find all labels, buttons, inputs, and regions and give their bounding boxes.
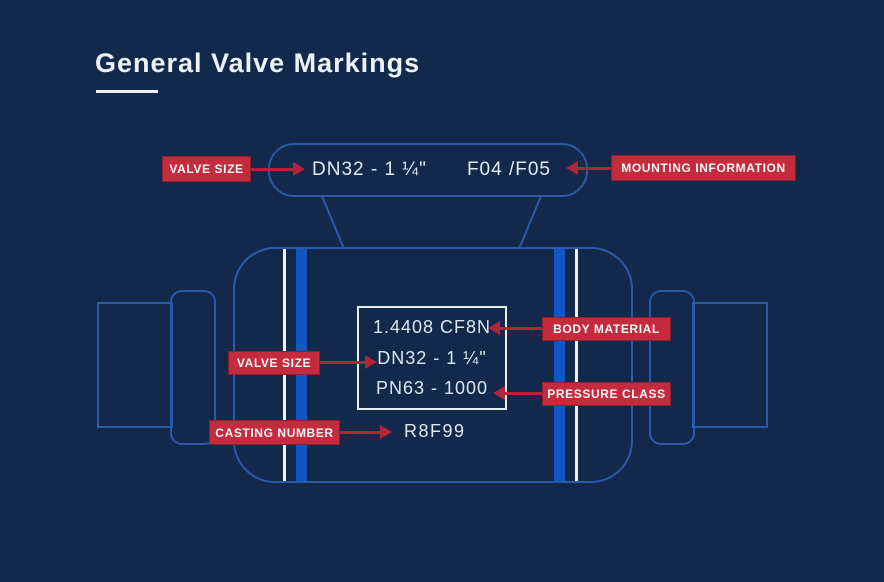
arrow-line-valve-size-mid	[320, 361, 365, 364]
callout-mounting-information: MOUNTING INFORMATION	[611, 155, 796, 181]
arrow-head-mounting-information	[566, 161, 578, 175]
right-blue-seat-stripe	[554, 249, 565, 481]
body-markings-box: 1.4408 CF8N DN32 - 1 ¼" PN63 - 1000	[357, 306, 507, 410]
page-title: General Valve Markings	[95, 48, 421, 78]
body-material-value: 1.4408 CF8N	[372, 317, 492, 338]
callout-body-material: BODY MATERIAL	[542, 317, 671, 341]
arrow-head-body-material	[488, 321, 500, 335]
title-underline	[96, 90, 158, 93]
left-flange-outline	[170, 290, 216, 445]
arrow-line-mounting-information	[578, 167, 611, 170]
arrow-head-pressure-class	[493, 386, 505, 400]
arrow-head-valve-size-top	[293, 162, 305, 176]
valve-size-value: DN32 - 1 ¼"	[377, 347, 487, 368]
tag-mounting-value: F04 /F05	[466, 159, 551, 180]
callout-valve-size-mid: VALVE SIZE	[228, 351, 320, 375]
callout-casting-number: CASTING NUMBER	[209, 420, 340, 445]
pressure-class-value: PN63 - 1000	[375, 377, 489, 398]
right-flange-outline	[649, 290, 695, 445]
arrow-head-valve-size-mid	[365, 355, 377, 369]
casting-number-value: R8F99	[404, 421, 466, 441]
right-white-seat-stripe	[575, 249, 578, 481]
arrow-line-body-material	[500, 327, 542, 330]
arrow-line-casting-number	[340, 431, 380, 434]
left-pipe-outline	[97, 302, 173, 428]
callout-valve-size-top: VALVE SIZE	[162, 156, 251, 182]
tag-valve-size-value: DN32 - 1 ¼"	[312, 159, 427, 180]
callout-pressure-class: PRESSURE CLASS	[542, 382, 671, 406]
arrow-head-casting-number	[380, 425, 392, 439]
arrow-line-valve-size-top	[251, 168, 293, 171]
arrow-line-pressure-class	[505, 392, 542, 395]
